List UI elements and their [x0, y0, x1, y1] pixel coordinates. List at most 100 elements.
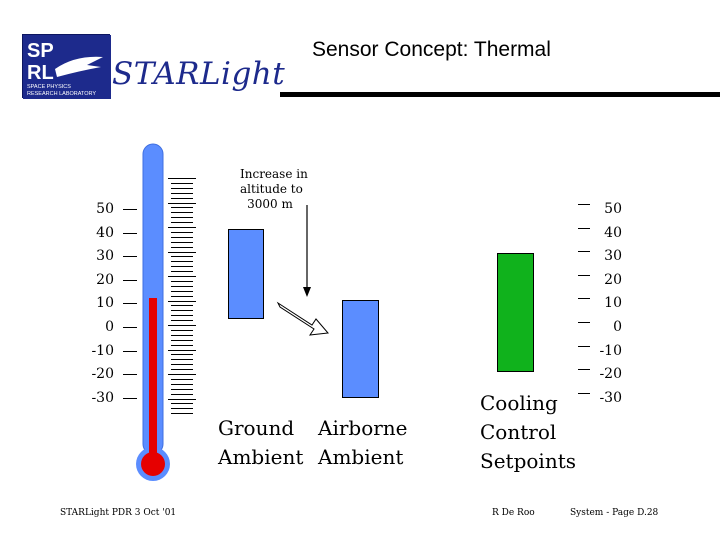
right-scale-label: -10 — [599, 342, 622, 359]
fine-tick — [171, 271, 193, 273]
mercury-column — [149, 298, 157, 460]
hollow-arrow-icon — [276, 301, 329, 336]
left-tick — [123, 374, 137, 376]
right-scale-label: 0 — [613, 319, 622, 335]
fine-tick — [168, 251, 196, 253]
fine-tick — [171, 383, 193, 385]
fine-tick — [168, 374, 196, 375]
right-scale-label: 10 — [604, 295, 622, 312]
left-scale-label: -30 — [91, 389, 114, 406]
left-tick — [123, 350, 137, 352]
left-scale-label: 0 — [105, 319, 114, 335]
left-scale-label: 10 — [96, 295, 114, 312]
fine-tick — [168, 325, 196, 326]
right-tick — [578, 392, 590, 394]
fine-tick — [171, 403, 193, 405]
right-scale-label: -20 — [599, 366, 622, 383]
brand-name: STARLight — [112, 56, 286, 92]
mercury-bulb — [141, 452, 165, 476]
fine-tick — [171, 187, 193, 189]
right-tick — [578, 204, 590, 205]
logo-subtext-1: SPACE PHYSICS — [27, 84, 71, 90]
right-scale-label: -30 — [599, 389, 622, 406]
right-tick — [578, 274, 590, 276]
fine-tick — [171, 369, 193, 371]
cooling-setpoints-bar — [497, 253, 534, 372]
fine-tick — [171, 290, 193, 292]
left-scale-label: -10 — [91, 342, 114, 359]
fine-tick-ladder — [168, 178, 196, 420]
footer-center: R De Roo — [492, 508, 535, 518]
fine-tick — [168, 349, 196, 351]
airborne-label-line-2: Ambient — [318, 445, 404, 469]
fine-tick — [171, 212, 193, 214]
fine-tick — [171, 393, 193, 395]
logo-subtext-2: RESEARCH LABORATORY — [27, 91, 96, 97]
ground-ambient-label: Ground Ambient — [218, 414, 303, 472]
fine-tick — [171, 359, 193, 361]
left-tick — [123, 397, 137, 399]
airborne-label-line-1: Airborne — [318, 416, 408, 440]
cooling-label-line-3: Setpoints — [480, 449, 576, 473]
annotation-line-1: Increase in — [240, 167, 308, 181]
left-tick — [123, 303, 137, 305]
fine-tick — [171, 344, 193, 346]
left-tick — [123, 209, 137, 210]
fine-tick — [171, 197, 193, 199]
annotation-line-2: altitude to — [240, 182, 303, 196]
right-tick — [578, 227, 590, 229]
fine-tick — [171, 378, 193, 380]
left-tick — [123, 279, 137, 281]
cooling-setpoints-label: Cooling Control Setpoints — [480, 389, 576, 476]
fine-tick — [171, 192, 193, 194]
ground-label-line-1: Ground — [218, 416, 295, 440]
fine-tick — [171, 182, 193, 184]
cooling-label-line-1: Cooling — [480, 391, 558, 415]
right-tick — [578, 298, 590, 300]
left-scale-label: 20 — [96, 271, 114, 288]
fine-tick — [171, 280, 193, 282]
sprl-logo: SP RL SPACE PHYSICS RESEARCH LABORATORY — [22, 34, 111, 99]
right-scale-label: 20 — [604, 271, 622, 288]
title-rule — [280, 92, 720, 97]
annotation-line-3: 3000 m — [247, 197, 293, 211]
fine-tick — [171, 222, 193, 224]
fine-tick — [171, 320, 193, 322]
fine-tick — [171, 217, 193, 219]
airborne-ambient-bar — [342, 300, 379, 398]
footer-right: System - Page D.28 — [570, 508, 659, 518]
ground-ambient-bar — [228, 229, 264, 319]
fine-tick — [171, 334, 193, 336]
sprl-logo-graphic: SP RL SPACE PHYSICS RESEARCH LABORATORY — [23, 35, 111, 99]
left-scale-label: 40 — [96, 224, 114, 241]
altitude-annotation: Increase in altitude to 3000 m — [240, 167, 308, 212]
right-scale-label: 50 — [604, 201, 622, 217]
down-arrow-head-icon — [303, 287, 311, 297]
fine-tick — [171, 354, 193, 356]
fine-tick — [171, 231, 193, 233]
fine-tick — [168, 227, 196, 228]
footer-left: STARLight PDR 3 Oct '01 — [60, 508, 177, 518]
fine-tick — [171, 310, 193, 312]
fine-tick — [168, 178, 196, 179]
svg-text:SP: SP — [27, 40, 54, 62]
left-scale-label: 30 — [96, 248, 114, 265]
slide-title: Sensor Concept: Thermal — [312, 38, 551, 61]
right-tick — [578, 322, 590, 323]
fine-tick — [171, 256, 193, 258]
fine-tick — [168, 300, 196, 302]
left-tick — [123, 327, 137, 328]
thermometer-icon — [136, 143, 170, 481]
fine-tick — [171, 388, 193, 390]
fine-tick — [171, 285, 193, 287]
fine-tick — [171, 364, 193, 366]
fine-tick — [171, 329, 193, 331]
cooling-label-line-2: Control — [480, 420, 557, 444]
fine-tick — [171, 266, 193, 268]
fine-tick — [171, 315, 193, 317]
fine-tick — [168, 202, 196, 204]
fine-tick — [171, 408, 193, 410]
fine-tick — [171, 241, 193, 243]
fine-tick — [171, 207, 193, 209]
right-tick — [578, 369, 590, 371]
